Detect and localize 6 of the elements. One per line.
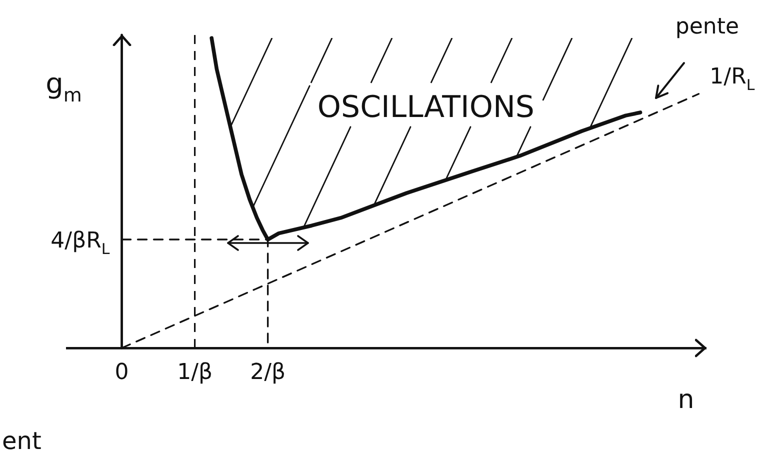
- x-tick-label: 0: [114, 360, 129, 385]
- x-axis-title: n: [678, 385, 694, 415]
- x-tick-label: 1/β: [177, 360, 213, 385]
- annotation: OSCILLATIONS: [317, 90, 534, 125]
- x-tick-label: 2/β: [250, 360, 286, 385]
- text: ent: [2, 427, 42, 455]
